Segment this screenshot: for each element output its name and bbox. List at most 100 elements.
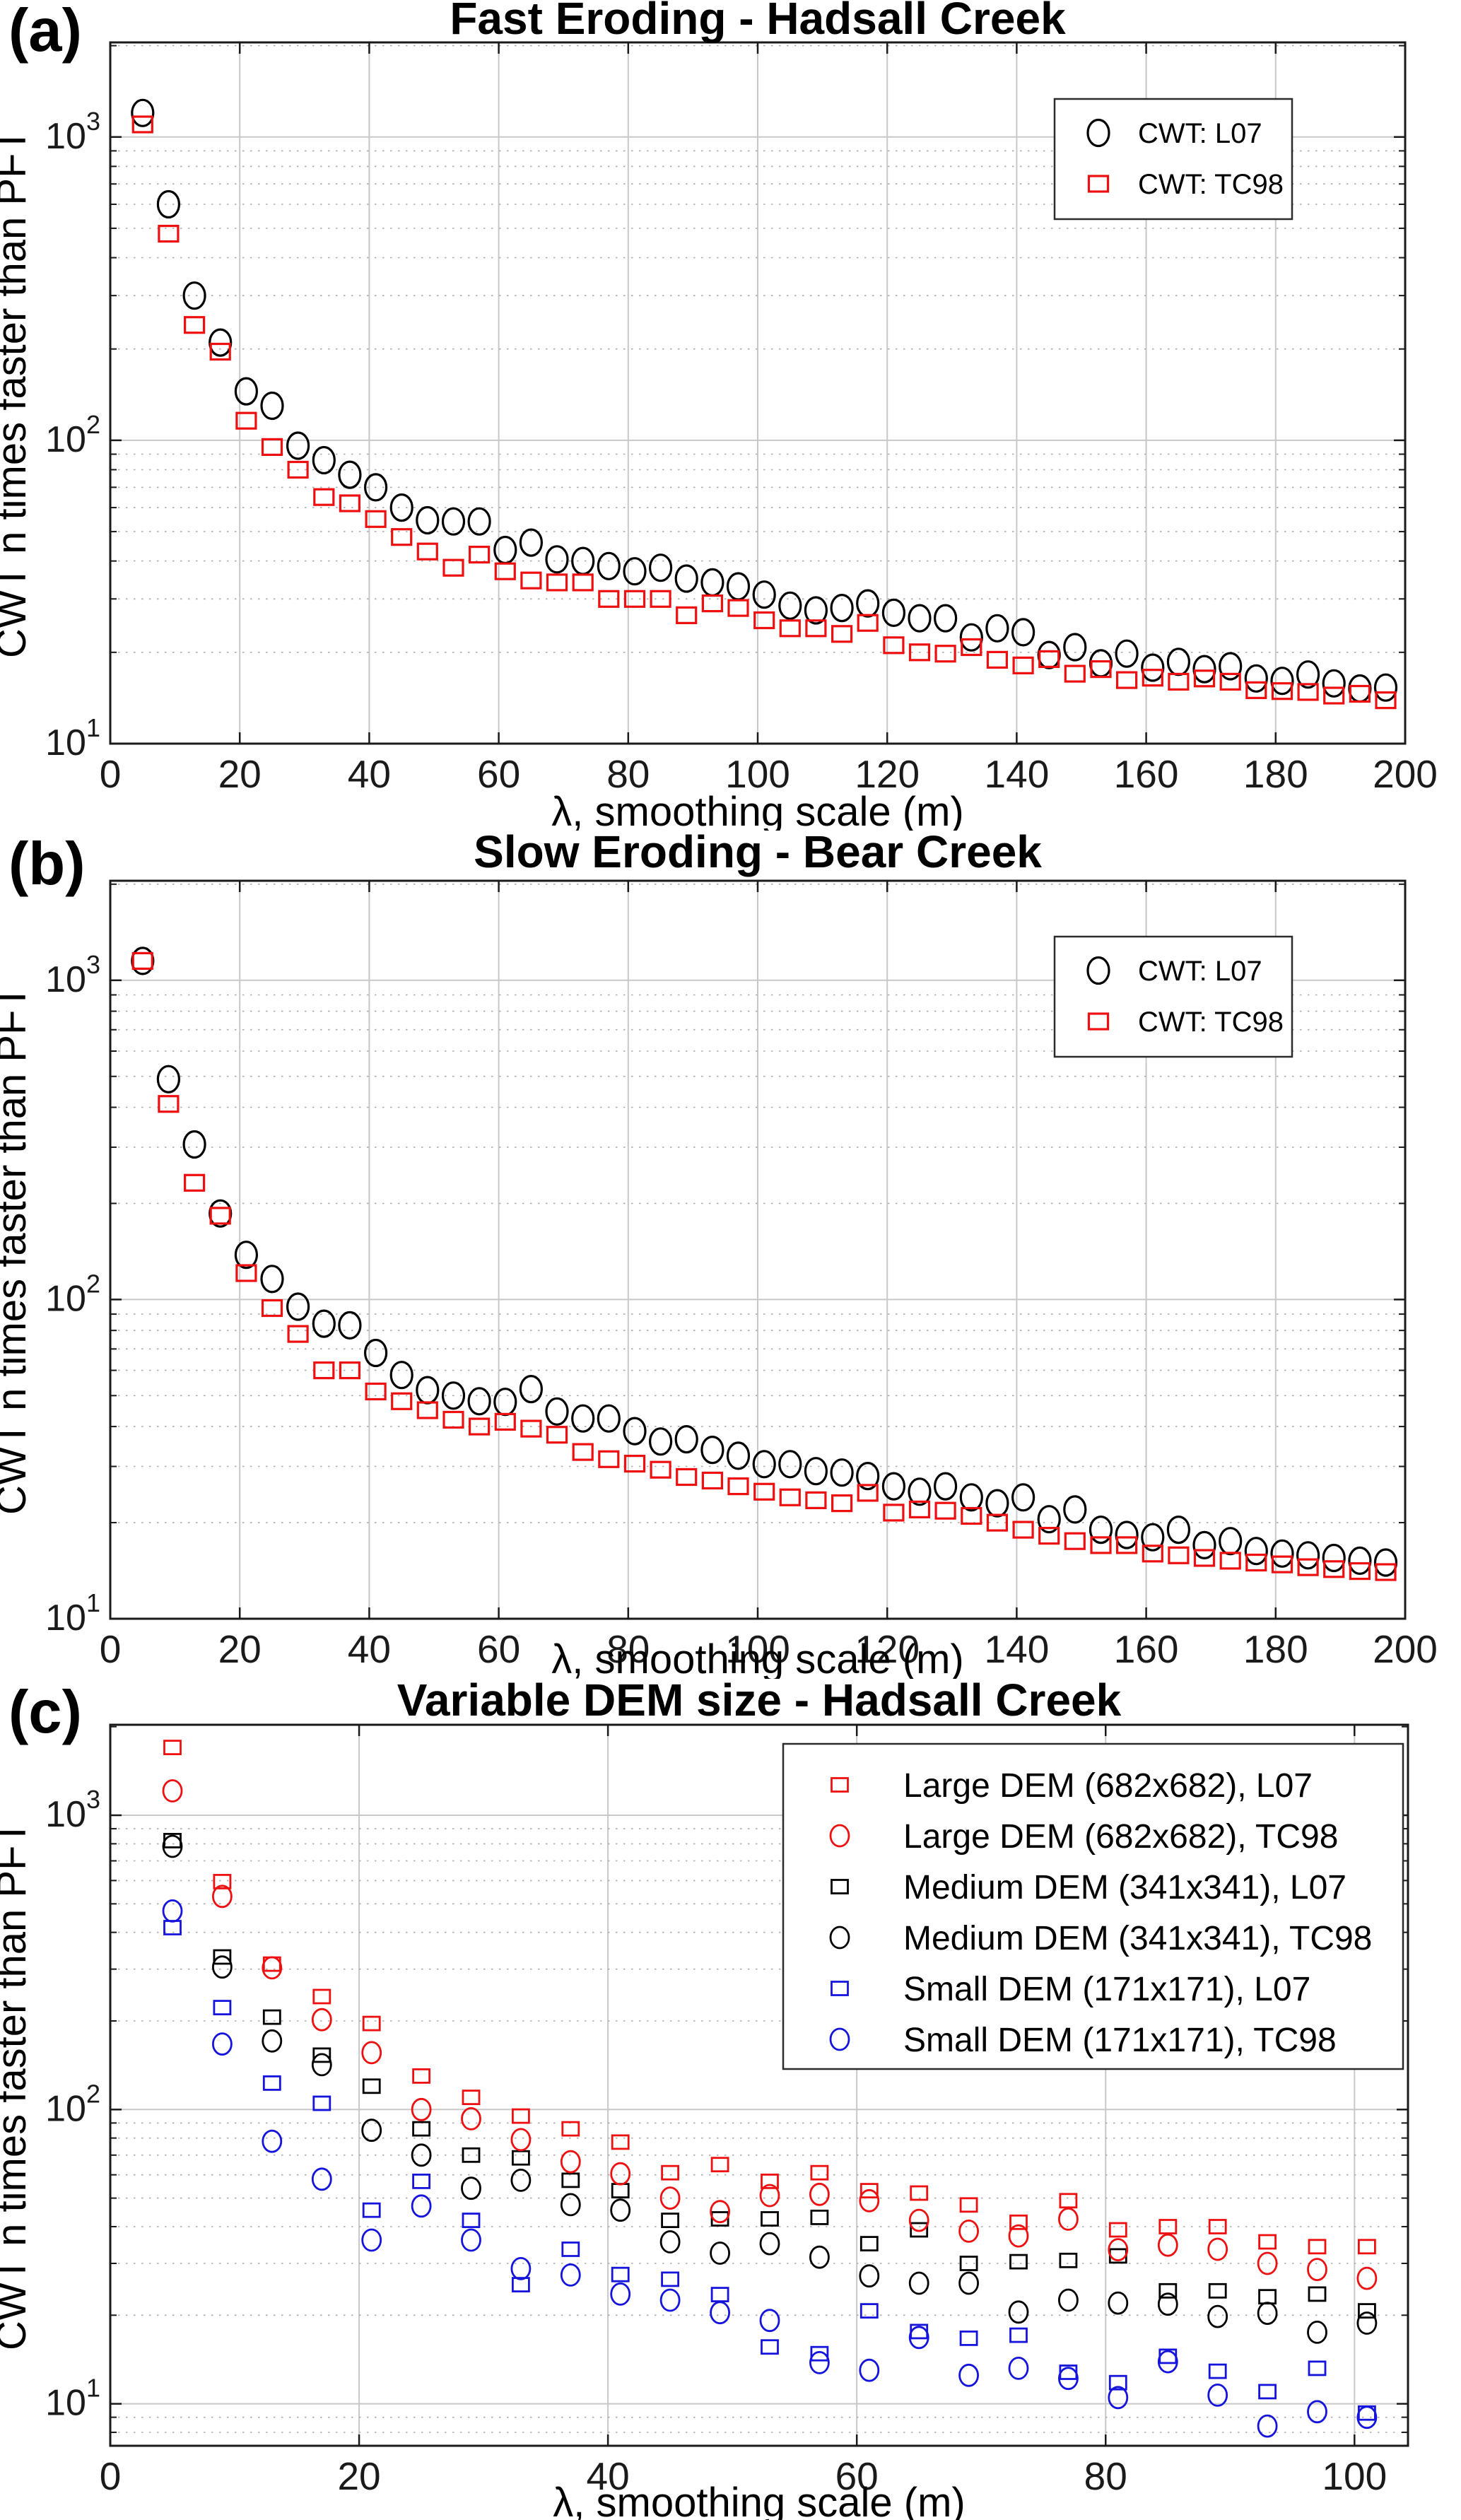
data-point xyxy=(411,2097,432,2121)
data-point xyxy=(883,636,905,655)
legend-frame xyxy=(782,1742,1404,2070)
data-point xyxy=(1307,2321,1327,2344)
data-point xyxy=(908,604,932,633)
data-point xyxy=(809,2182,830,2206)
data-point xyxy=(287,1325,309,1343)
data-point xyxy=(363,473,388,502)
data-point xyxy=(560,2263,581,2287)
data-point xyxy=(701,594,724,613)
data-point xyxy=(416,1401,438,1419)
data-point xyxy=(908,2326,929,2350)
data-point xyxy=(1037,1505,1061,1534)
x-axis-label: λ, smoothing scale (m) xyxy=(551,1636,963,1679)
data-point xyxy=(1192,1530,1216,1560)
data-point xyxy=(362,2015,381,2032)
data-point xyxy=(131,98,155,127)
data-point xyxy=(1208,2282,1227,2299)
data-point xyxy=(1219,652,1243,681)
data-point xyxy=(156,189,180,219)
data-point xyxy=(859,2358,880,2382)
data-point xyxy=(1296,660,1320,689)
series-1 xyxy=(131,115,1397,710)
data-point xyxy=(442,1410,464,1429)
x-tick-label: 120 xyxy=(855,1627,920,1671)
data-point xyxy=(235,411,257,430)
data-point xyxy=(261,1299,283,1318)
data-point xyxy=(1358,2405,1376,2421)
data-point xyxy=(519,528,544,557)
data-point xyxy=(389,493,413,522)
data-point xyxy=(1219,1552,1241,1570)
data-point xyxy=(234,1241,258,1270)
data-point xyxy=(611,2134,630,2150)
data-point xyxy=(412,2121,430,2137)
data-point xyxy=(610,2162,631,2186)
circle-legend-icon xyxy=(829,1824,850,1848)
data-point xyxy=(1356,2266,1378,2290)
data-point xyxy=(339,494,360,512)
x-tick-label: 60 xyxy=(835,2454,879,2498)
plot-box xyxy=(109,1723,1409,2447)
data-point xyxy=(830,1458,854,1487)
data-point xyxy=(859,2303,879,2319)
data-point xyxy=(1058,2367,1079,2391)
data-point xyxy=(1373,673,1398,702)
x-tick-label: 180 xyxy=(1243,1627,1308,1671)
data-point xyxy=(986,650,1009,669)
data-point xyxy=(1064,664,1086,683)
x-tick-label: 160 xyxy=(1114,752,1179,796)
data-point xyxy=(468,1417,491,1436)
plot-box xyxy=(109,879,1407,1620)
data-point xyxy=(648,1427,673,1456)
x-tick-label: 20 xyxy=(218,1627,262,1671)
x-tick-label: 0 xyxy=(100,2454,122,2498)
data-point xyxy=(561,2121,580,2137)
data-point xyxy=(1157,2233,1178,2257)
legend-label: CWT: L07 xyxy=(1138,956,1262,987)
data-point xyxy=(156,1065,180,1094)
x-tick-label: 120 xyxy=(855,752,920,796)
data-point xyxy=(209,328,233,357)
data-point xyxy=(462,2147,481,2163)
data-point xyxy=(934,1501,956,1520)
data-point xyxy=(1323,1560,1345,1578)
data-point xyxy=(365,1382,387,1401)
data-point xyxy=(1090,1536,1112,1554)
data-point xyxy=(959,2197,978,2213)
data-point xyxy=(339,1361,360,1380)
data-point xyxy=(908,1500,931,1519)
legend-label: Medium DEM (341x341), L07 xyxy=(903,1869,1346,1906)
data-point xyxy=(961,638,982,657)
data-point xyxy=(213,2000,232,2016)
series-3 xyxy=(162,1834,1378,2344)
data-point xyxy=(312,2095,331,2111)
data-point xyxy=(262,2129,283,2153)
x-tick-label: 20 xyxy=(218,752,262,796)
x-tick-label: 0 xyxy=(100,1627,122,1671)
data-point xyxy=(163,1920,182,1935)
data-point xyxy=(1358,2239,1376,2255)
data-point xyxy=(1348,1546,1372,1576)
panel-a: CWT: L07 CWT: TC98 0 20 40 60 80 100 120 140 160 18… xyxy=(0,0,1461,831)
legend-label: Large DEM (682x682), TC98 xyxy=(903,1818,1338,1856)
data-point xyxy=(610,2198,631,2222)
data-point xyxy=(881,598,906,628)
data-point xyxy=(597,551,621,580)
data-point xyxy=(753,611,775,630)
data-point xyxy=(1322,669,1346,698)
data-point xyxy=(411,2143,432,2167)
data-point xyxy=(209,1207,231,1225)
data-point xyxy=(468,545,491,564)
data-point xyxy=(1297,683,1319,701)
data-point xyxy=(1219,1527,1243,1556)
data-point xyxy=(391,528,413,546)
legend-entry: CWT: L07 xyxy=(1086,956,1262,987)
data-point xyxy=(1257,2414,1278,2438)
data-point xyxy=(752,580,776,609)
legend-box: Large DEM (682x682), L07 Large DEM (682x6… xyxy=(782,1742,1404,2070)
legend-label: CWT: L07 xyxy=(1138,118,1262,149)
data-point xyxy=(260,391,284,421)
data-point xyxy=(571,1404,595,1433)
data-point xyxy=(726,1441,751,1470)
data-point xyxy=(661,2164,679,2181)
